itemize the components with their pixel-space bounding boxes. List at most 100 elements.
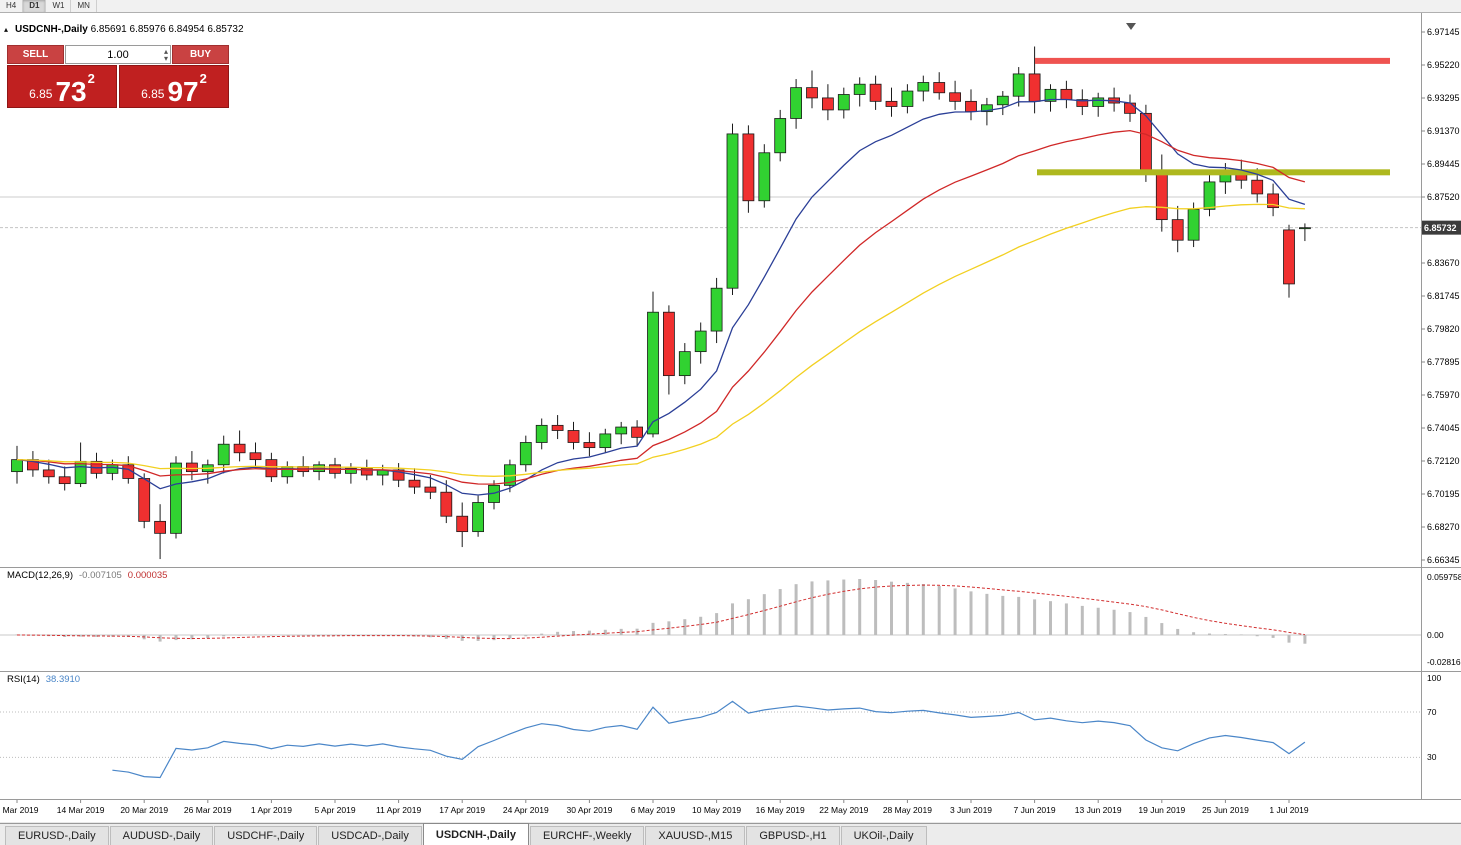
macd-bar (1160, 623, 1164, 635)
macd-bar (1096, 607, 1100, 635)
candle (456, 515, 469, 533)
macd-bar (1033, 599, 1037, 635)
macd-main-value: -0.007105 (79, 570, 122, 581)
buy-price-panel[interactable]: 6.85 97 2 (119, 65, 229, 108)
timeframe-button-W1[interactable]: W1 (46, 0, 72, 12)
date-axis-label: 20 Mar 2019 (120, 805, 168, 815)
candle (965, 100, 977, 113)
timeframe-toolbar: H4 D1 W1 MN (0, 0, 1461, 13)
buy-price-prefix: 6.85 (141, 87, 165, 101)
candles (11, 46, 1311, 560)
symbol-period-label: USDCNH-,Daily (15, 24, 88, 35)
tab-xauusd-m15[interactable]: XAUUSD-,M15 (645, 826, 746, 845)
candle (710, 287, 723, 332)
candle (774, 118, 787, 154)
price-axis-label: 6.97145 (1427, 27, 1460, 37)
chart-shift-marker[interactable] (1126, 23, 1136, 30)
macd-bar (1080, 605, 1084, 635)
macd-bar (905, 582, 909, 635)
tab-usdcad-daily[interactable]: USDCAD-,Daily (318, 826, 422, 845)
macd-bar (1255, 635, 1259, 637)
price-axis-label: 6.75970 (1427, 390, 1460, 400)
tab-eurusd-daily[interactable]: EURUSD-,Daily (5, 826, 109, 845)
date-axis-label: 26 Mar 2019 (184, 805, 232, 815)
volume-value: 1.00 (107, 48, 129, 61)
candle (233, 443, 246, 454)
candle (551, 424, 564, 431)
volume-input[interactable]: 1.00 ▴ ▾ (65, 45, 171, 64)
macd-bar (731, 603, 734, 635)
tab-usdchf-daily[interactable]: USDCHF-,Daily (214, 826, 318, 845)
date-axis-label: 14 Mar 2019 (57, 805, 105, 815)
rsi-axis-label: 30 (1427, 752, 1437, 762)
date-axis-label: 8 Mar 2019 (0, 805, 39, 815)
price-axis-label: 6.70195 (1427, 489, 1460, 499)
macd-bar (826, 580, 830, 635)
buy-button[interactable]: BUY (172, 45, 229, 64)
timeframe-button-MN[interactable]: MN (71, 0, 97, 12)
rsi-axis-label: 100 (1427, 673, 1441, 683)
macd-bar (428, 635, 432, 638)
rsi-axis-label: 70 (1427, 707, 1437, 717)
sell-button[interactable]: SELL (7, 45, 64, 64)
candle (758, 152, 771, 202)
price-axis-label: 6.72120 (1427, 456, 1460, 466)
candle (408, 479, 421, 488)
volume-spinner-arrows[interactable]: ▴ ▾ (163, 47, 168, 63)
macd-axis-label: 0.059758 (1427, 572, 1461, 582)
candle (1155, 172, 1168, 221)
candle (599, 433, 612, 449)
sell-price-panel[interactable]: 6.85 73 2 (7, 65, 117, 108)
timeframe-button-H4[interactable]: H4 (0, 0, 24, 12)
tab-usdcnh-daily[interactable]: USDCNH-,Daily (422, 823, 529, 845)
macd-signal-value: 0.000035 (127, 570, 168, 581)
candle (949, 92, 961, 102)
timeframe-button-D1[interactable]: D1 (23, 0, 47, 12)
price-axis-label: 6.77895 (1427, 357, 1460, 367)
macd-bar (858, 579, 862, 635)
candle (631, 426, 643, 438)
candle (424, 486, 437, 493)
candle (647, 311, 659, 435)
macd-bar (651, 622, 655, 635)
macd-bar (1001, 595, 1005, 635)
date-axis[interactable]: 8 Mar 2019 14 Mar 2019 20 Mar 2019 26 Mar 2… (0, 800, 1309, 815)
candle (917, 82, 930, 92)
tab-ukoil-daily[interactable]: UKOil-,Daily (840, 826, 927, 845)
macd-bar (317, 635, 321, 636)
macd-bar (492, 635, 496, 641)
macd-bar (842, 579, 846, 635)
ohlc-values: 6.85691 6.85976 6.84954 6.85732 (90, 24, 244, 35)
macd-bar (1223, 634, 1227, 635)
candle (1267, 193, 1279, 209)
macd-name: MACD(12,26,9) (7, 570, 73, 581)
candle (519, 442, 532, 466)
date-axis-label: 24 Apr 2019 (503, 805, 549, 815)
macd-bar (174, 635, 178, 641)
candle (1028, 73, 1041, 102)
price-axis-label: 6.81745 (1427, 291, 1460, 301)
resistance-band[interactable] (1035, 57, 1390, 64)
candle (1012, 73, 1025, 97)
panel-background (0, 12, 1461, 822)
candle (663, 311, 675, 377)
macd-bar (572, 631, 575, 635)
one-click-collapse-arrow[interactable]: ▴ (4, 25, 9, 34)
candle (981, 104, 993, 113)
tab-gbpusd-h1[interactable]: GBPUSD-,H1 (746, 826, 840, 845)
support-band[interactable] (1037, 169, 1390, 176)
macd-bar (1112, 609, 1116, 635)
macd-bar (874, 580, 878, 635)
candle (790, 87, 802, 119)
macd-bar (794, 584, 798, 635)
tab-eurchf-weekly[interactable]: EURCHF-,Weekly (529, 826, 645, 845)
macd-bar (937, 585, 941, 635)
tab-audusd-daily[interactable]: AUDUSD-,Daily (109, 826, 214, 845)
chart-title: USDCNH-,Daily 6.85691 6.85976 6.84954 6.… (15, 24, 244, 35)
macd-bar (508, 635, 512, 639)
candle (806, 87, 818, 99)
macd-bar (15, 634, 19, 635)
macd-bar (762, 594, 766, 635)
date-axis-label: 1 Apr 2019 (251, 805, 292, 815)
